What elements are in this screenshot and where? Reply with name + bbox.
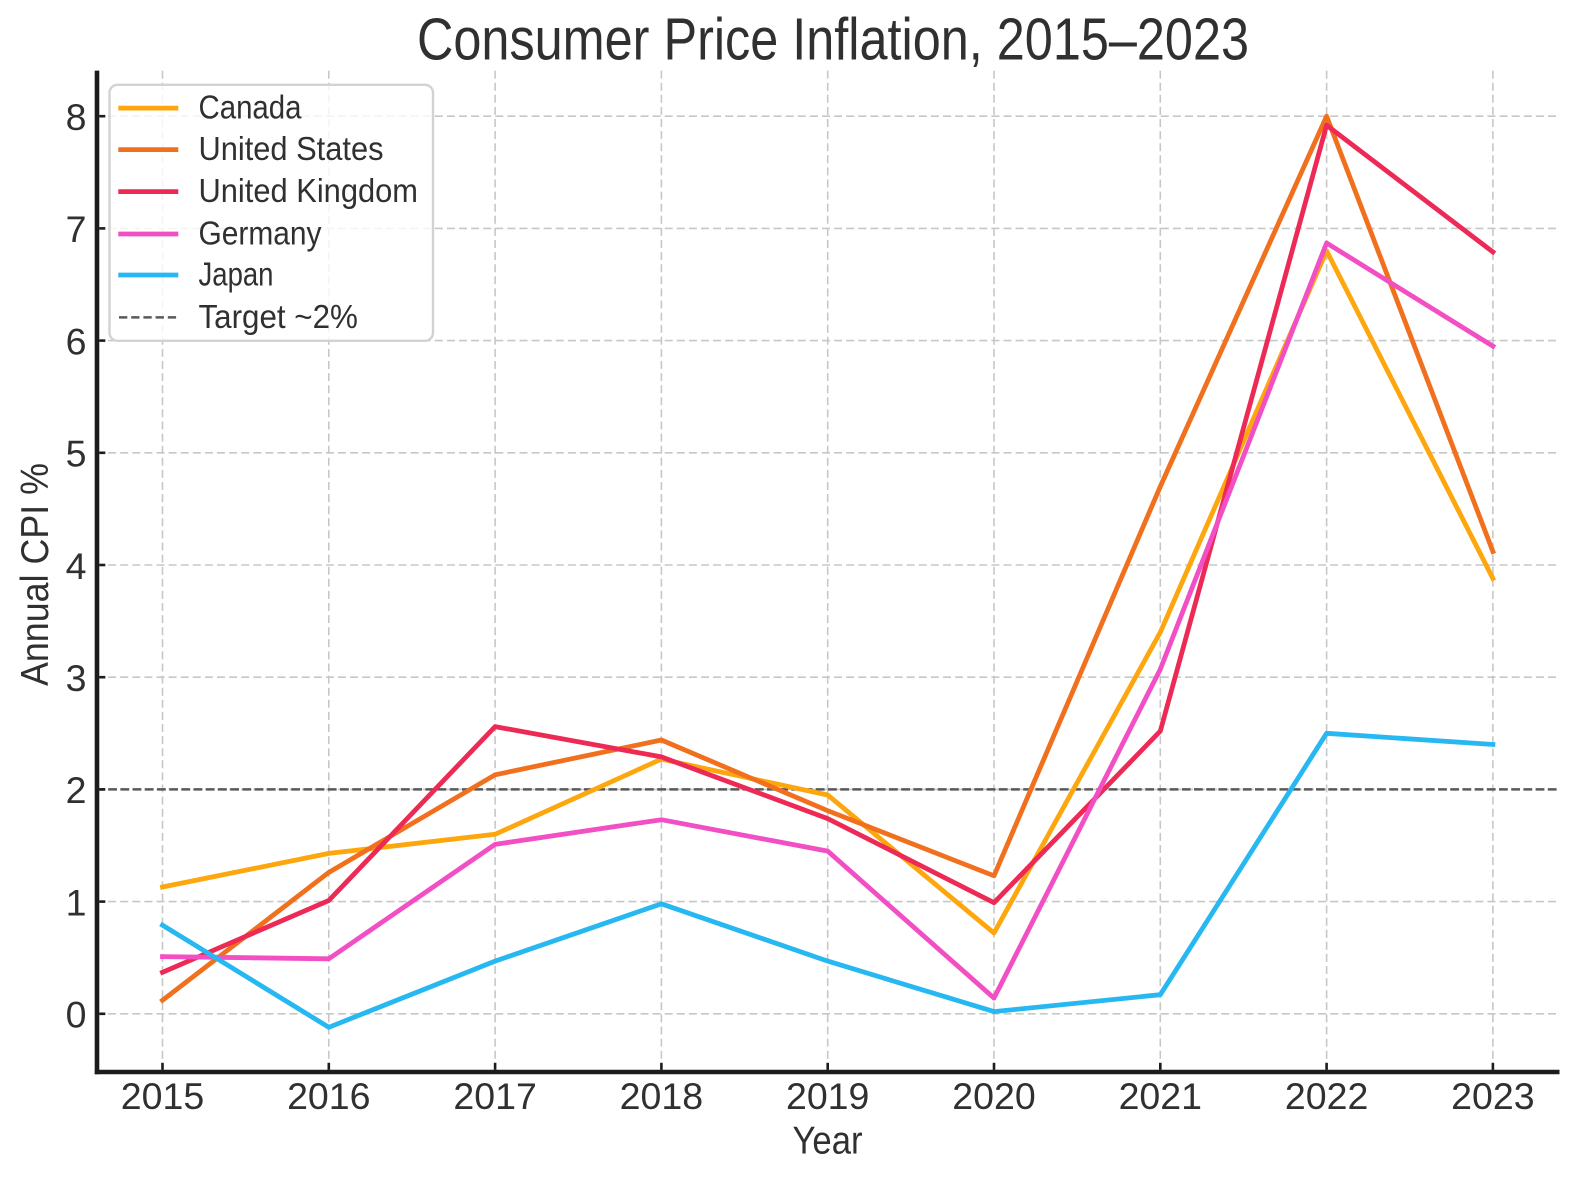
svg-text:8: 8 [66,96,87,138]
svg-text:3: 3 [66,657,87,699]
svg-text:2017: 2017 [453,1075,536,1117]
svg-text:1: 1 [66,881,87,923]
svg-text:Japan: Japan [199,256,274,293]
svg-text:2: 2 [66,769,87,811]
svg-text:Annual CPI %: Annual CPI % [14,463,57,686]
svg-text:2023: 2023 [1451,1075,1534,1117]
svg-text:7: 7 [66,208,87,250]
svg-text:United Kingdom: United Kingdom [199,172,419,209]
svg-text:United States: United States [199,130,384,167]
svg-text:2022: 2022 [1285,1075,1368,1117]
svg-text:2019: 2019 [786,1075,869,1117]
svg-text:2021: 2021 [1119,1075,1202,1117]
svg-text:5: 5 [66,433,87,475]
svg-text:0: 0 [66,994,87,1036]
svg-text:2018: 2018 [620,1075,703,1117]
svg-text:2020: 2020 [952,1075,1035,1117]
svg-text:2015: 2015 [121,1075,204,1117]
svg-text:6: 6 [66,320,87,362]
svg-text:Germany: Germany [199,215,322,252]
svg-text:4: 4 [66,545,87,587]
svg-text:Canada: Canada [199,89,303,126]
svg-text:2016: 2016 [287,1075,370,1117]
svg-text:Consumer Price Inflation, 2015: Consumer Price Inflation, 2015–2023 [417,7,1249,73]
svg-text:Year: Year [793,1120,863,1163]
svg-text:Target ~2%: Target ~2% [199,298,358,335]
